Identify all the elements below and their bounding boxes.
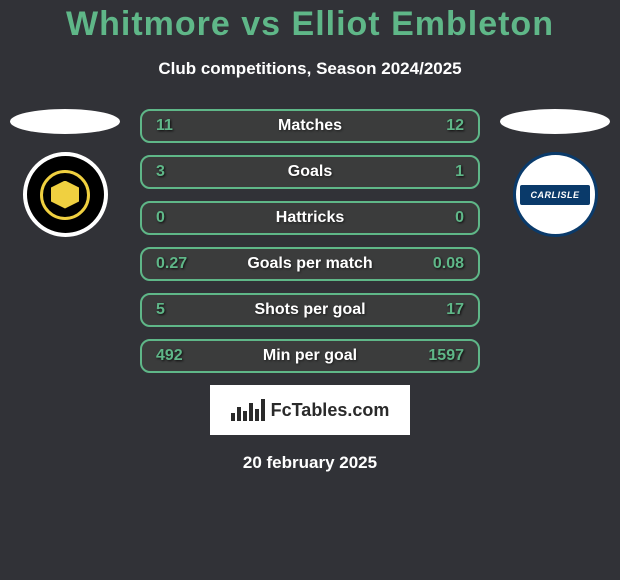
stat-row: 5 Shots per goal 17 [140, 293, 480, 327]
stat-value-left: 0.27 [156, 255, 187, 273]
date-text: 20 february 2025 [0, 453, 620, 473]
stat-value-right: 1 [455, 163, 464, 181]
brand-bar [249, 403, 253, 421]
stat-value-left: 11 [156, 117, 173, 135]
brand-bar [231, 413, 235, 421]
stat-row: 11 Matches 12 [140, 109, 480, 143]
brand-bar [237, 407, 241, 421]
stat-row: 492 Min per goal 1597 [140, 339, 480, 373]
stat-label: Min per goal [263, 347, 357, 365]
brand-bar [255, 409, 259, 421]
stat-value-left: 492 [156, 347, 183, 365]
player-left-column [5, 109, 125, 237]
brand-bar [261, 399, 265, 421]
brand-bars-icon [231, 399, 265, 421]
main-content: 11 Matches 12 3 Goals 1 0 Hattricks 0 0.27 Goals p… [0, 109, 620, 373]
stat-value-right: 17 [446, 301, 464, 319]
stat-row: 0.27 Goals per match 0.08 [140, 247, 480, 281]
stat-label: Shots per goal [254, 301, 365, 319]
newport-logo-inner [40, 170, 90, 220]
stat-row: 0 Hattricks 0 [140, 201, 480, 235]
stat-value-left: 5 [156, 301, 165, 319]
stat-value-left: 0 [156, 209, 165, 227]
stat-value-right: 0 [455, 209, 464, 227]
stat-row: 3 Goals 1 [140, 155, 480, 189]
stat-value-left: 3 [156, 163, 165, 181]
carlisle-logo-text: CARLISLE [520, 185, 590, 205]
stats-column: 11 Matches 12 3 Goals 1 0 Hattricks 0 0.27 Goals p… [140, 109, 480, 373]
team-logo-left [23, 152, 108, 237]
player-right-silhouette [500, 109, 610, 134]
brand-bar [243, 411, 247, 421]
stat-label: Goals per match [247, 255, 372, 273]
stat-label: Matches [278, 117, 342, 135]
stat-label: Hattricks [276, 209, 344, 227]
player-left-silhouette [10, 109, 120, 134]
team-logo-right: CARLISLE [513, 152, 598, 237]
brand-box[interactable]: FcTables.com [210, 385, 410, 435]
brand-text: FcTables.com [271, 400, 390, 421]
page-title: Whitmore vs Elliot Embleton [0, 5, 620, 44]
subtitle: Club competitions, Season 2024/2025 [0, 59, 620, 79]
player-right-column: CARLISLE [495, 109, 615, 237]
stat-label: Goals [288, 163, 332, 181]
stat-value-right: 1597 [428, 347, 464, 365]
stat-value-right: 0.08 [433, 255, 464, 273]
infographic-container: Whitmore vs Elliot Embleton Club competi… [0, 0, 620, 473]
stat-value-right: 12 [446, 117, 464, 135]
newport-shield-icon [51, 181, 79, 209]
